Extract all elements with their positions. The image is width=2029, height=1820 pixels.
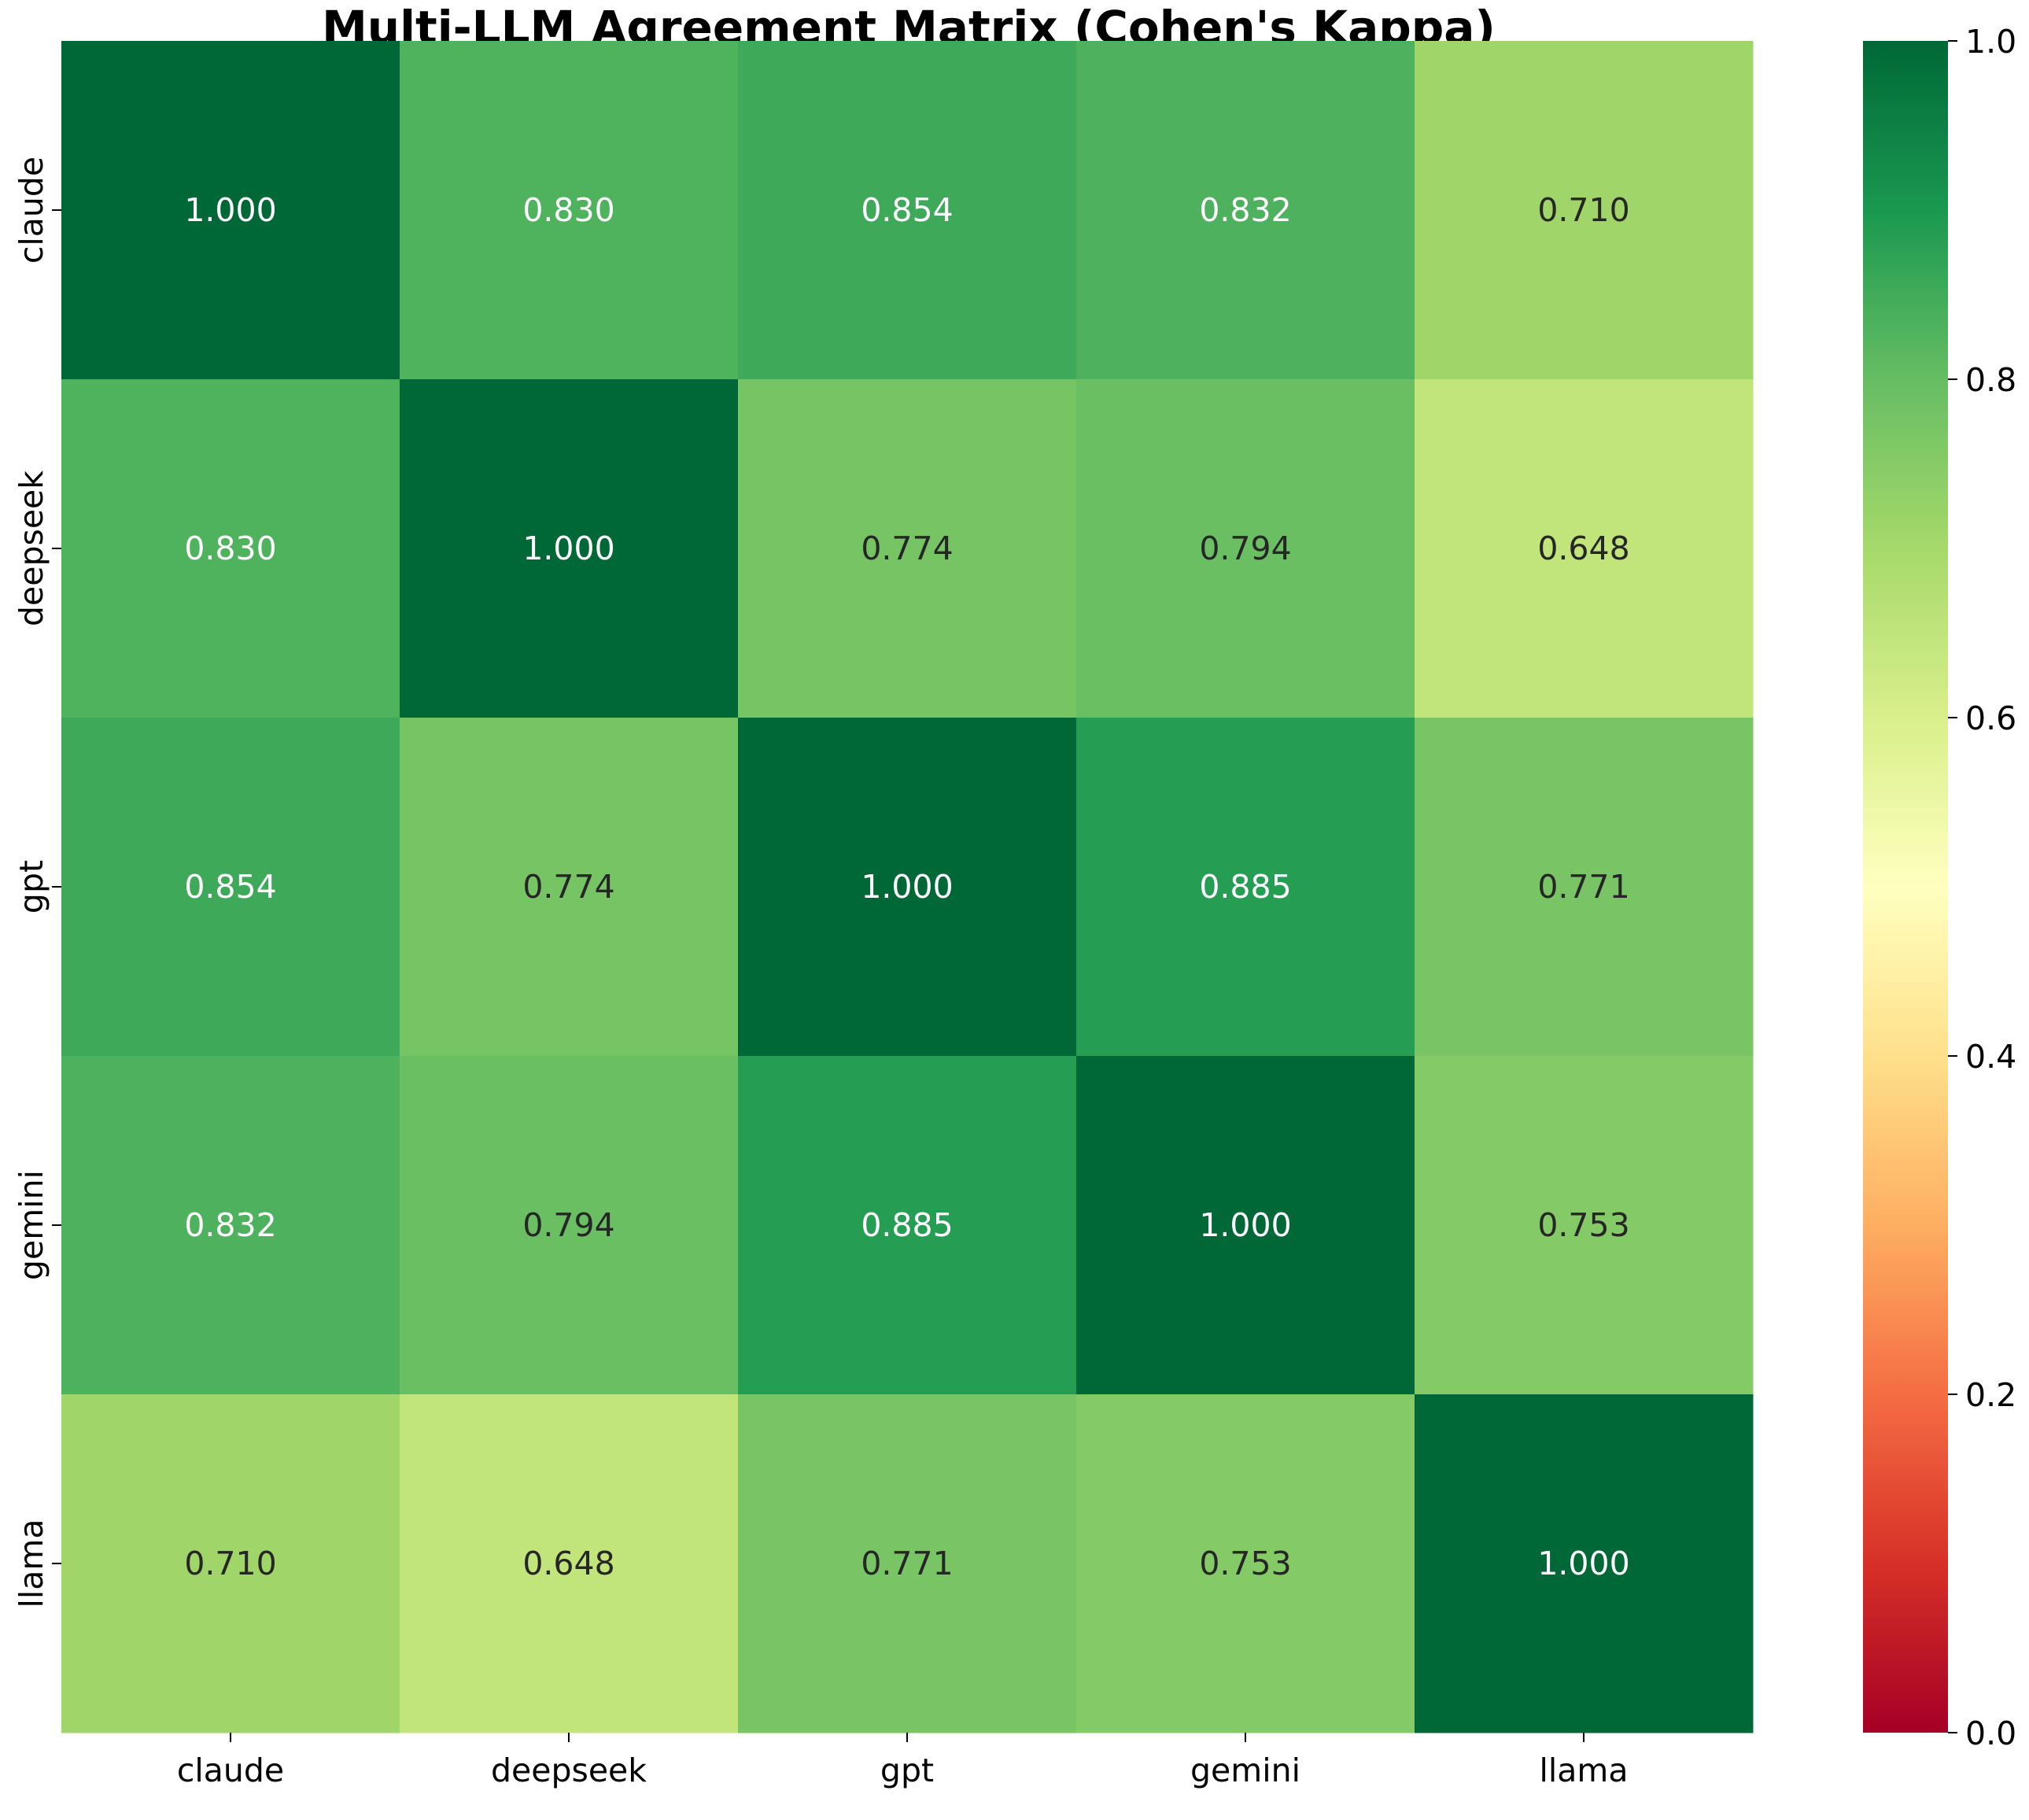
y-tick-label: deepseek xyxy=(13,471,50,626)
y-tick-label: gemini xyxy=(13,1170,50,1280)
cell-value-label: 1.000 xyxy=(1199,1206,1291,1244)
colorbar-tick-label: 0.0 xyxy=(1965,1715,2016,1752)
cell-value-label: 0.771 xyxy=(1537,868,1629,906)
colorbar-tick-label: 0.2 xyxy=(1965,1376,2016,1414)
colorbar-tick-label: 1.0 xyxy=(1965,23,2016,61)
heatmap-cell-llama-claude xyxy=(61,1394,400,1733)
heatmap-cell-gemini-gpt xyxy=(738,1056,1077,1395)
cell-value-label: 0.830 xyxy=(184,530,276,567)
heatmap-cell-gpt-deepseek xyxy=(400,718,739,1057)
heatmap-cell-deepseek-claude xyxy=(61,379,400,718)
y-tick-label: gpt xyxy=(13,860,50,914)
cell-value-label: 0.710 xyxy=(1537,191,1629,229)
colorbar-tick-label: 0.8 xyxy=(1965,361,2016,399)
x-tick-label: gemini xyxy=(1190,1752,1300,1789)
heatmap-cell-claude-llama xyxy=(1415,41,1754,380)
cell-value-label: 0.885 xyxy=(861,1206,953,1244)
colorbar-tick-label: 0.6 xyxy=(1965,700,2016,737)
cell-value-label: 0.710 xyxy=(184,1545,276,1582)
heatmap-cell-gpt-llama xyxy=(1415,718,1754,1057)
y-tick-label: llama xyxy=(13,1519,50,1608)
cell-value-label: 1.000 xyxy=(1537,1545,1629,1582)
cell-value-label: 0.774 xyxy=(861,530,953,567)
cell-value-label: 0.794 xyxy=(522,1206,614,1244)
heatmap-cells xyxy=(61,41,1754,1733)
heatmap-cell-gemini-claude xyxy=(61,1056,400,1395)
heatmap-cell-gpt-claude xyxy=(61,718,400,1057)
heatmap-cell-gpt-gpt xyxy=(738,718,1077,1057)
x-tick-label: claude xyxy=(177,1752,284,1789)
cell-value-label: 1.000 xyxy=(184,191,276,229)
cell-value-label: 0.648 xyxy=(522,1545,614,1582)
y-axis: claude deepseek gpt gemini llama xyxy=(13,157,61,1608)
heatmap-cell-claude-gpt xyxy=(738,41,1077,380)
colorbar-tick-label: 0.4 xyxy=(1965,1038,2016,1076)
x-axis: claude deepseek gpt gemini llama xyxy=(177,1733,1629,1789)
cell-value-label: 1.000 xyxy=(522,530,614,567)
cell-value-label: 0.771 xyxy=(861,1545,953,1582)
cell-value-label: 0.794 xyxy=(1199,530,1291,567)
x-tick-label: gpt xyxy=(880,1752,934,1789)
cell-value-label: 0.753 xyxy=(1537,1206,1629,1244)
heatmap-cell-llama-deepseek xyxy=(400,1394,739,1733)
heatmap-cell-llama-gemini xyxy=(1076,1394,1415,1733)
cell-value-label: 0.885 xyxy=(1199,868,1291,906)
cell-value-label: 0.753 xyxy=(1199,1545,1291,1582)
cell-value-label: 0.830 xyxy=(522,191,614,229)
heatmap-cell-claude-gemini xyxy=(1076,41,1415,380)
heatmap-cell-llama-llama xyxy=(1415,1394,1754,1733)
heatmap-annotations: 1.000 0.830 0.854 0.832 0.710 0.830 1.000 0.774… xyxy=(184,191,1629,1582)
heatmap-cell-gpt-gemini xyxy=(1076,718,1415,1057)
cell-value-label: 0.832 xyxy=(1199,191,1291,229)
cell-value-label: 0.854 xyxy=(861,191,953,229)
cell-value-label: 0.774 xyxy=(522,868,614,906)
heatmap-cell-deepseek-llama xyxy=(1415,379,1754,718)
heatmap-cell-llama-gpt xyxy=(738,1394,1077,1733)
cell-value-label: 0.854 xyxy=(184,868,276,906)
cell-value-label: 1.000 xyxy=(861,868,953,906)
heatmap-cell-claude-claude xyxy=(61,41,400,380)
heatmap-cell-deepseek-deepseek xyxy=(400,379,739,718)
cell-value-label: 0.832 xyxy=(184,1206,276,1244)
y-tick-label: claude xyxy=(13,157,50,264)
colorbar: 0.0 0.2 0.4 0.6 0.8 1.0 xyxy=(1863,23,2016,1752)
heatmap-cell-claude-deepseek xyxy=(400,41,739,380)
heatmap-cell-deepseek-gpt xyxy=(738,379,1077,718)
cell-value-label: 0.648 xyxy=(1537,530,1629,567)
heatmap-cell-gemini-deepseek xyxy=(400,1056,739,1395)
colorbar-gradient xyxy=(1863,41,1948,1733)
x-tick-label: deepseek xyxy=(491,1752,647,1789)
x-tick-label: llama xyxy=(1540,1752,1629,1789)
heatmap-cell-deepseek-gemini xyxy=(1076,379,1415,718)
heatmap-cell-gemini-gemini xyxy=(1076,1056,1415,1395)
heatmap-cell-gemini-llama xyxy=(1415,1056,1754,1395)
